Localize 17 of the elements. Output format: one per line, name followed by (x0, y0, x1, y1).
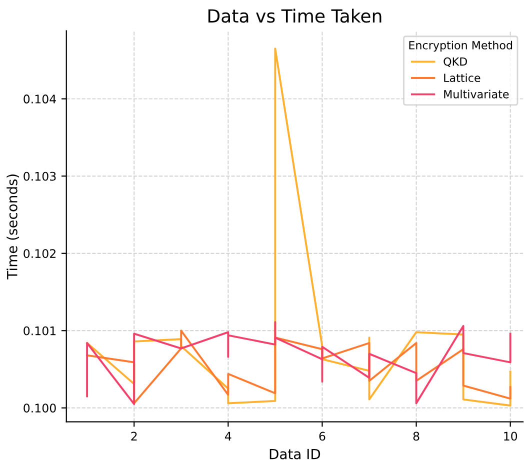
legend-label: Multivariate (444, 90, 509, 98)
x-tick-label: 2 (131, 432, 137, 441)
x-tick-label: 8 (413, 432, 420, 441)
x-tick-label: 10 (504, 432, 518, 441)
legend-label: Lattice (444, 73, 480, 82)
y-tick-label: 0.104 (24, 94, 56, 104)
y-tick-label: 0.100 (24, 404, 56, 413)
y-tick-label: 0.102 (24, 249, 56, 258)
legend-title: Encryption Method (409, 40, 512, 52)
chart-title: Data vs Time Taken (208, 8, 382, 23)
y-tick-label: 0.101 (24, 326, 56, 336)
x-tick-label: 6 (319, 432, 326, 441)
legend-label: QKD (444, 57, 467, 68)
x-axis-title: Data ID (270, 448, 320, 460)
y-axis-title: Time (seconds) (6, 174, 20, 280)
x-tick-label: 4 (224, 432, 232, 441)
y-tick-label: 0.103 (24, 172, 56, 181)
